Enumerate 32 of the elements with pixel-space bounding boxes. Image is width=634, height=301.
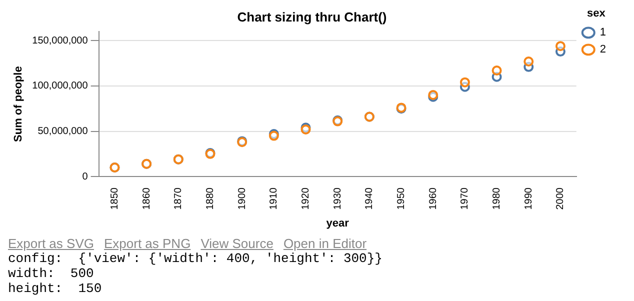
text: View Source <box>200 236 274 251</box>
x-tick-label: 1940 <box>364 187 376 210</box>
y-tick-label: 0 <box>82 171 88 182</box>
x-tick-label: 1870 <box>173 187 184 210</box>
x-tick-label: 1860 <box>141 187 152 210</box>
x-tick-label: 1960 <box>428 187 439 210</box>
legend-title: sex <box>587 8 606 20</box>
legend-label: 2 <box>600 44 606 56</box>
x-tick-label: 1990 <box>523 187 534 210</box>
x-tick-label: 2000 <box>555 187 566 210</box>
x-tick-label: 1850 <box>109 187 120 210</box>
text: Open in Editor <box>283 236 367 251</box>
x-tick-label: 1920 <box>300 187 312 210</box>
x-tick-label: 1950 <box>396 187 408 210</box>
chart-title: Chart sizing thru Chart() <box>237 9 387 24</box>
x-tick-label: 1980 <box>492 187 503 210</box>
text: config: {'view': {'width': 400, 'height': 300}} <box>8 251 384 266</box>
text: width: 500 <box>8 266 95 281</box>
text: Export as PNG <box>104 236 191 251</box>
x-tick-label: 1880 <box>204 187 216 210</box>
x-tick-label: 1910 <box>268 187 280 210</box>
legend-label: 1 <box>600 26 606 39</box>
x-tick-label: 1930 <box>332 187 344 210</box>
text: Export as SVG <box>8 236 94 251</box>
y-tick-label: 150,000,000 <box>32 35 88 46</box>
y-tick-label: 100,000,000 <box>32 80 88 92</box>
x-tick-label: 1970 <box>460 187 471 210</box>
y-axis-title: Sum of people <box>12 66 25 142</box>
text: height: 150 <box>8 281 103 296</box>
x-axis-title: year <box>326 217 350 230</box>
x-tick-label: 1900 <box>236 187 248 210</box>
y-tick-label: 50,000,000 <box>38 126 88 138</box>
